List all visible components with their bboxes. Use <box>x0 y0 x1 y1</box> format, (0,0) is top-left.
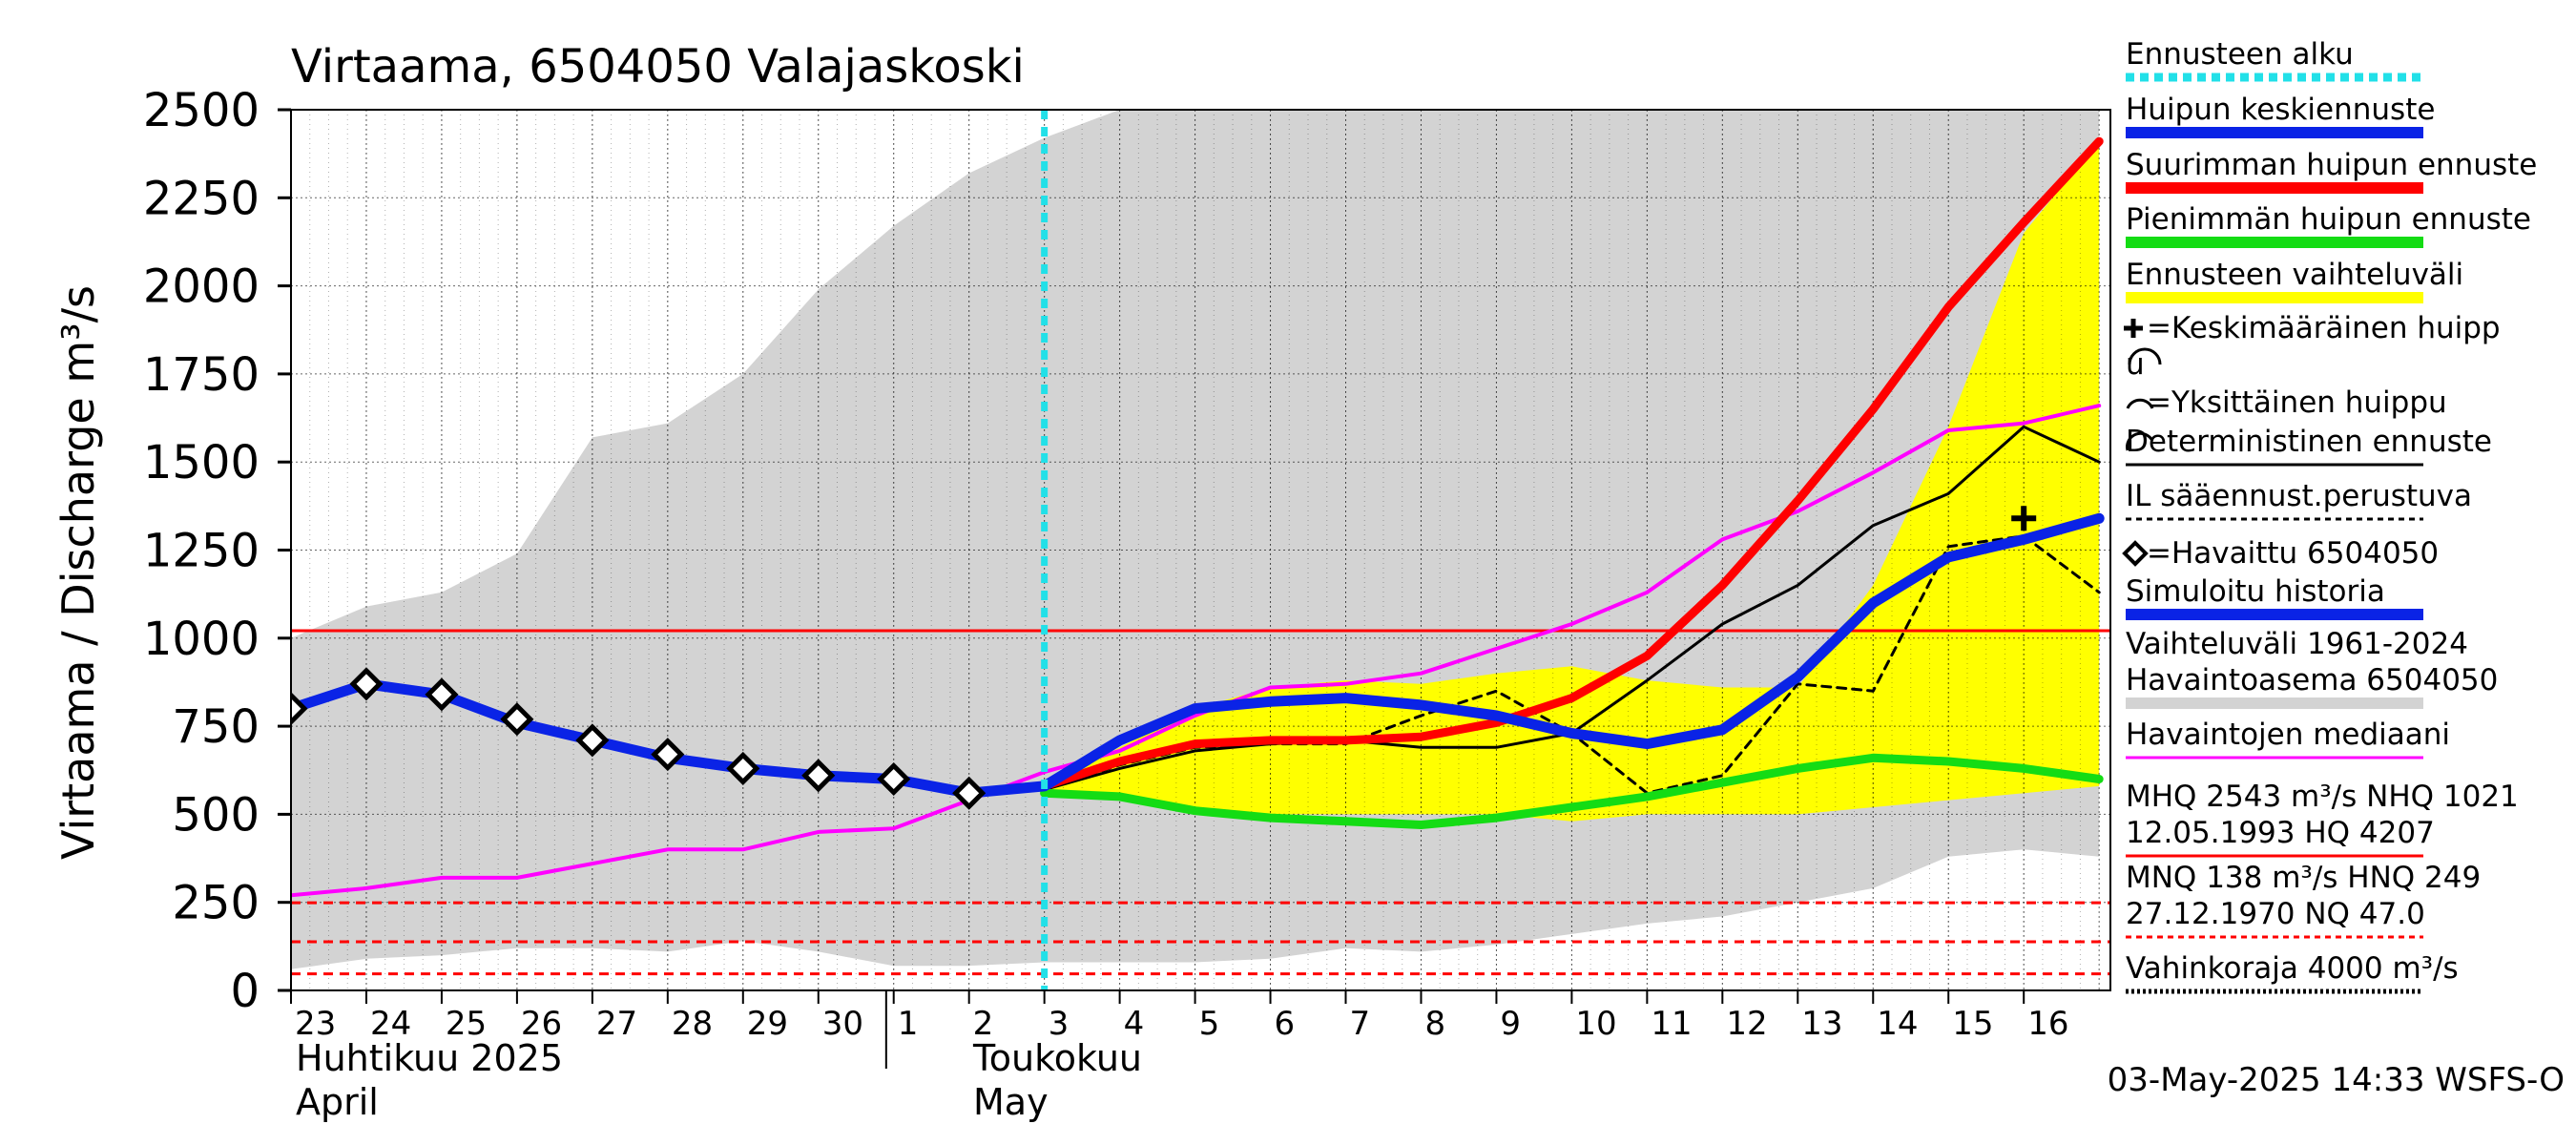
legend-label: Deterministinen ennuste <box>2126 425 2492 459</box>
observed-point <box>801 759 836 793</box>
legend-label: Vahinkoraja 4000 m³/s <box>2126 951 2459 986</box>
x-tick-label: 10 <box>1575 1005 1616 1043</box>
legend-label: MHQ 2543 m³/s NHQ 1021 <box>2126 780 2519 814</box>
x-tick-label: 30 <box>822 1005 863 1043</box>
legend-diamond-icon <box>2122 540 2149 567</box>
y-tick-label: 2250 <box>143 172 260 225</box>
y-tick-label: 2500 <box>143 84 260 137</box>
legend-label: MNQ 138 m³/s HNQ 249 <box>2126 861 2481 895</box>
y-tick-label: 500 <box>172 788 260 842</box>
observed-point <box>726 751 760 785</box>
legend-arc-icon <box>2126 398 2154 409</box>
y-tick-label: 1000 <box>143 613 260 666</box>
x-tick-label: 28 <box>672 1005 713 1043</box>
y-tick-label: 250 <box>172 877 260 930</box>
y-tick-label: 2000 <box>143 260 260 314</box>
legend-label: 27.12.1970 NQ 47.0 <box>2126 897 2425 931</box>
legend-label: Suurimman huipun ennuste <box>2126 148 2537 182</box>
y-tick-label: 1750 <box>143 348 260 402</box>
legend-label: Havaintoasema 6504050 <box>2126 663 2498 697</box>
x-tick-label: 2 <box>973 1005 994 1043</box>
legend-label: =Keskimääräinen huipp <box>2147 311 2501 345</box>
legend-label: Ennusteen alku <box>2126 37 2354 72</box>
x-tick-label: 7 <box>1350 1005 1371 1043</box>
legend-label: Havaintojen mediaani <box>2126 718 2450 752</box>
x-tick-label: 16 <box>2027 1005 2068 1043</box>
x-tick-label: 13 <box>1801 1005 1842 1043</box>
x-tick-label: 26 <box>521 1005 562 1043</box>
y-tick-label: 0 <box>230 965 260 1018</box>
x-tick-label: 6 <box>1275 1005 1296 1043</box>
median-line <box>291 404 2102 898</box>
legend-plus-icon <box>2124 319 2143 338</box>
legend-label: Vaihteluväli 1961-2024 <box>2126 627 2468 661</box>
legend-label: Simuloitu historia <box>2126 574 2385 609</box>
observed-point <box>500 702 534 737</box>
x-tick-label: 9 <box>1500 1005 1521 1043</box>
legend: Ennusteen alku Huipun keskiennuste Suurimm… <box>2122 37 2537 994</box>
legend-label: Ennusteen vaihteluväli <box>2126 258 2463 292</box>
legend-arc-icon <box>2126 431 2154 451</box>
x-tick-label: 4 <box>1124 1005 1145 1043</box>
x-tick-label: 5 <box>1199 1005 1220 1043</box>
x-tick-label: 12 <box>1726 1005 1767 1043</box>
forecast-range-area <box>1044 141 2100 822</box>
plot-content <box>291 110 2110 990</box>
max-peak-forecast-line <box>1040 136 2104 791</box>
y-tick-label: 1250 <box>143 525 260 578</box>
month-label-en: April <box>296 1081 379 1123</box>
observed-point <box>877 761 911 797</box>
x-tick-label: 27 <box>596 1005 637 1043</box>
month-label-fi: Huhtikuu 2025 <box>296 1037 563 1079</box>
y-tick-label: 750 <box>172 700 260 754</box>
plot-area <box>291 110 2110 990</box>
legend-label: =Yksittäinen huippu <box>2147 385 2447 420</box>
legend-label: =Havaittu 6504050 <box>2147 536 2439 571</box>
month-label-en: May <box>973 1081 1049 1123</box>
min-peak-forecast-line <box>1040 753 2104 829</box>
observed-point <box>349 667 384 701</box>
x-tick-label: 3 <box>1049 1005 1070 1043</box>
observed-point <box>651 738 685 772</box>
observed-point <box>952 776 987 810</box>
legend-label: Pienimmän huipun ennuste <box>2126 202 2531 237</box>
legend-label: u <box>2126 347 2145 382</box>
x-tick-label: 29 <box>747 1005 788 1043</box>
x-tick-label: 15 <box>1952 1005 1993 1043</box>
legend-label: IL sääennust.perustuva <box>2126 479 2472 513</box>
x-tick-label: 1 <box>898 1005 919 1043</box>
legend-label: Huipun keskiennuste <box>2126 93 2435 127</box>
x-tick-label: 14 <box>1877 1005 1918 1043</box>
chart-title: Virtaama, 6504050 Valajaskoski <box>291 40 1025 94</box>
timestamp-footer: 03-May-2025 14:33 WSFS-O <box>2108 1061 2565 1099</box>
observed-point <box>425 677 459 712</box>
x-tick-label: 11 <box>1651 1005 1692 1043</box>
legend-arc-icon <box>2128 347 2162 365</box>
month-label-fi: Toukokuu <box>972 1037 1142 1079</box>
axes: 0250500750100012501500175020002250250023… <box>143 84 2111 1123</box>
x-tick-label: 25 <box>446 1005 487 1043</box>
legend-label: 12.05.1993 HQ 4207 <box>2126 816 2435 850</box>
y-axis-label: Virtaama / Discharge m³/s <box>52 285 104 860</box>
observed-point <box>575 723 610 758</box>
x-tick-label: 8 <box>1424 1005 1445 1043</box>
mean-peak-marker <box>2011 506 2037 531</box>
x-tick-label: 24 <box>370 1005 411 1043</box>
observed-point <box>291 692 308 726</box>
y-tick-label: 1500 <box>143 436 260 489</box>
x-tick-label: 23 <box>295 1005 336 1043</box>
